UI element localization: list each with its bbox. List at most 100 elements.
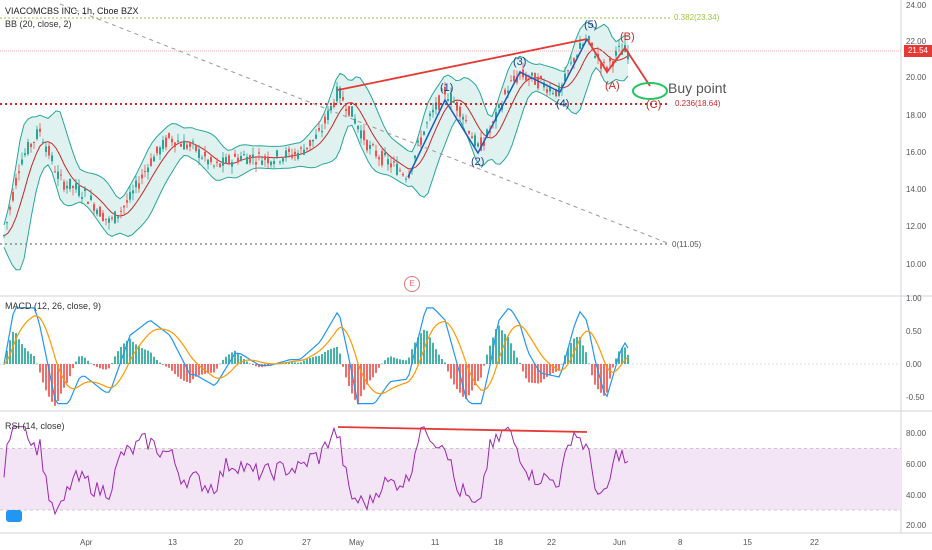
candle-body xyxy=(117,216,119,219)
macd-histogram-bar xyxy=(186,364,188,382)
macd-histogram-bar xyxy=(567,348,569,364)
macd-histogram-bar xyxy=(129,338,131,364)
price-axis-tick: 16.00 xyxy=(906,148,927,157)
macd-histogram-bar xyxy=(570,342,572,364)
candle-body xyxy=(312,139,314,142)
candle-body xyxy=(477,143,479,147)
candle-body xyxy=(363,130,365,141)
candle-body xyxy=(180,144,182,147)
macd-histogram-bar xyxy=(537,364,539,384)
candle-body xyxy=(495,111,497,122)
macd-histogram-bar xyxy=(381,363,383,365)
macd-histogram-bar xyxy=(198,364,200,376)
candle-body xyxy=(108,218,110,223)
macd-histogram-bar xyxy=(15,333,17,364)
wave-label-2: (2) xyxy=(471,156,485,168)
candle-body xyxy=(87,201,89,204)
macd-histogram-bar xyxy=(57,364,59,401)
macd-histogram-bar xyxy=(561,363,563,365)
candle-body xyxy=(207,159,209,165)
candle-body xyxy=(246,156,248,165)
macd-histogram-bar xyxy=(510,343,512,364)
macd-histogram-bar xyxy=(177,364,179,377)
macd-indicator-label[interactable]: MACD (12, 26, close, 9) xyxy=(5,301,102,311)
candle-body xyxy=(279,161,281,163)
abc-correction-path[interactable] xyxy=(586,38,651,87)
rsi-divergence-line[interactable] xyxy=(337,426,588,433)
macd-histogram-bar xyxy=(621,348,623,364)
symbol-title[interactable]: VIACOMCBS INC, 1h, Cboe BZX xyxy=(5,6,139,16)
macd-histogram-bar xyxy=(378,364,380,368)
macd-histogram-bar xyxy=(495,329,497,364)
candle-body xyxy=(492,121,494,123)
macd-histogram-bar xyxy=(501,330,503,364)
macd-histogram-bar xyxy=(228,354,230,364)
macd-histogram-bar xyxy=(528,364,530,383)
candle-body xyxy=(339,87,341,99)
candle-body xyxy=(402,173,404,176)
upper-trendline[interactable] xyxy=(337,38,588,91)
macd-histogram-bar xyxy=(210,364,212,373)
candle-body xyxy=(60,174,62,176)
macd-histogram-bar xyxy=(576,337,578,364)
candle-body xyxy=(285,150,287,158)
macd-axis-tick: 1.00 xyxy=(906,294,922,303)
candle-body xyxy=(420,137,422,145)
fib-diagonal-line[interactable] xyxy=(59,3,671,245)
macd-histogram-bar xyxy=(309,358,311,364)
macd-histogram-bar xyxy=(594,364,596,385)
candle-body xyxy=(174,142,176,147)
macd-histogram-bar xyxy=(9,340,11,364)
candle-body xyxy=(465,120,467,122)
candle-body xyxy=(291,154,293,158)
macd-histogram-bar xyxy=(339,353,341,364)
candle-body xyxy=(234,153,236,157)
macd-histogram-bar xyxy=(126,340,128,364)
tradingview-logo-icon[interactable] xyxy=(6,510,22,522)
macd-histogram-bar xyxy=(432,342,434,364)
candle-body xyxy=(120,210,122,212)
macd-histogram-bar xyxy=(27,351,29,364)
candle-body xyxy=(261,160,263,165)
macd-histogram-bar xyxy=(597,364,599,390)
elliott-wave-path[interactable] xyxy=(407,38,588,178)
candle-body xyxy=(552,93,554,94)
candle-body xyxy=(99,206,101,217)
rsi-pane[interactable] xyxy=(0,426,901,516)
macd-histogram-bar xyxy=(300,362,302,364)
macd-histogram-bar xyxy=(549,364,551,375)
candle-body xyxy=(243,154,245,156)
macd-histogram-bar xyxy=(351,364,353,394)
macd-histogram-bar xyxy=(219,363,221,365)
candle-body xyxy=(573,58,575,63)
macd-histogram-bar xyxy=(162,364,164,365)
candle-body xyxy=(471,136,473,139)
candle-body xyxy=(579,43,581,49)
candle-body xyxy=(309,139,311,146)
candle-body xyxy=(381,151,383,166)
earnings-event-icon[interactable]: E xyxy=(404,276,420,292)
macd-histogram-bar xyxy=(42,364,44,383)
macd-histogram-bar xyxy=(588,363,590,364)
candle-body xyxy=(228,155,230,164)
candle-body xyxy=(51,155,53,162)
candle-body xyxy=(33,142,35,143)
macd-histogram-bar xyxy=(201,364,203,375)
macd-histogram-bar xyxy=(168,364,170,368)
macd-histogram-bar xyxy=(447,364,449,372)
candle-body xyxy=(132,190,134,194)
rsi-indicator-label[interactable]: RSI (14, close) xyxy=(5,421,65,431)
macd-histogram-bar xyxy=(3,364,5,365)
candle-body xyxy=(546,89,548,93)
candle-body xyxy=(264,155,266,160)
fib-0-label: 0(11.05) xyxy=(672,240,702,249)
bb-indicator-label[interactable]: BB (20, close, 2) xyxy=(5,19,72,29)
candle-body xyxy=(582,44,584,47)
macd-pane[interactable] xyxy=(0,307,901,406)
candle-body xyxy=(237,157,239,163)
macd-histogram-bar xyxy=(462,364,464,397)
price-pane[interactable] xyxy=(0,3,901,271)
buy-point-marker[interactable] xyxy=(632,82,668,100)
candle-body xyxy=(603,61,605,63)
